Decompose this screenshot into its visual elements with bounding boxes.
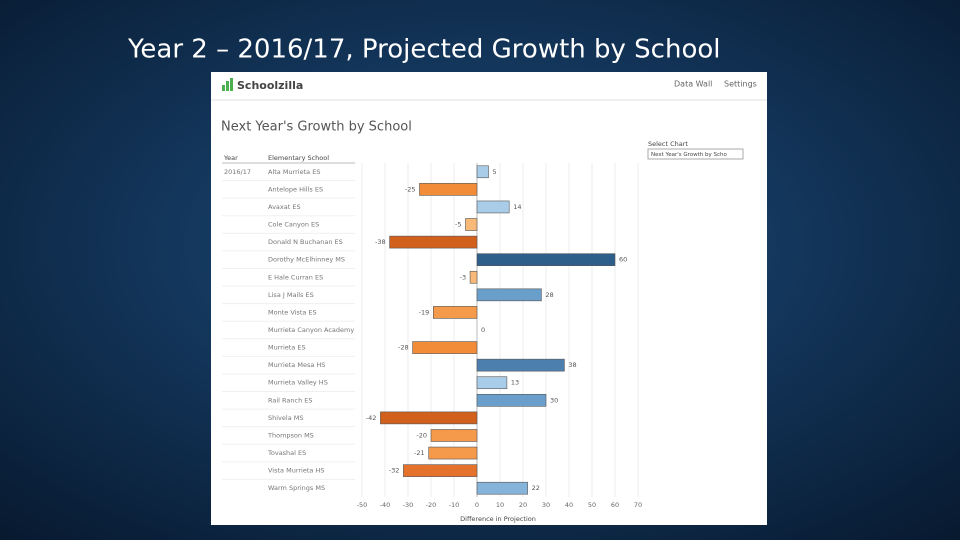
bar xyxy=(403,464,478,477)
year-label: 2016/17 xyxy=(224,168,251,176)
category-label: Cole Canyon ES xyxy=(268,221,319,229)
bar xyxy=(389,235,478,249)
column-header: Year xyxy=(223,154,238,162)
slide-title: Year 2 – 2016/17, Projected Growth by Sc… xyxy=(127,35,721,65)
bar xyxy=(380,411,478,425)
data-label: -38 xyxy=(375,238,386,246)
category-label: Rail Ranch ES xyxy=(268,396,313,404)
category-label: Warm Springs MS xyxy=(268,484,325,492)
x-tick-label: -10 xyxy=(449,501,460,509)
column-header: Elementary School xyxy=(268,154,329,162)
bar xyxy=(428,446,478,460)
x-tick-label: 20 xyxy=(519,501,527,509)
data-label: -28 xyxy=(398,344,409,352)
data-label: 28 xyxy=(545,291,553,299)
x-tick-label: 40 xyxy=(565,501,573,509)
x-tick-label: -40 xyxy=(380,501,391,509)
bar xyxy=(430,429,478,442)
data-label: -5 xyxy=(455,221,461,229)
data-label: -3 xyxy=(460,273,466,281)
data-label: 22 xyxy=(532,484,540,492)
category-label: Alta Murrieta ES xyxy=(268,168,320,176)
data-label: 38 xyxy=(568,361,576,369)
category-label: Antelope Hills ES xyxy=(268,185,323,193)
data-label: 5 xyxy=(493,168,497,176)
x-axis-label: Difference in Projection xyxy=(460,515,536,523)
category-label: Monte Vista ES xyxy=(268,308,317,316)
x-tick-label: 0 xyxy=(475,501,479,509)
category-label: E Hale Curran ES xyxy=(268,273,323,281)
bar xyxy=(419,183,478,196)
logo-icon xyxy=(222,78,233,91)
data-label: 14 xyxy=(513,203,521,211)
x-tick-label: 50 xyxy=(588,501,596,509)
select-label: Select Chart xyxy=(648,140,688,148)
x-tick-label: -30 xyxy=(403,501,414,509)
bar xyxy=(476,376,508,390)
bar xyxy=(465,218,478,231)
select-box[interactable] xyxy=(647,148,744,160)
category-label: Murrieta ES xyxy=(268,344,306,352)
chart-title: Next Year's Growth by School xyxy=(221,120,412,135)
x-tick-label: 70 xyxy=(634,501,642,509)
category-label: Lisa J Mails ES xyxy=(268,291,314,299)
bar xyxy=(469,270,478,284)
data-label: 60 xyxy=(619,256,627,264)
bar xyxy=(476,200,510,214)
data-label: -19 xyxy=(419,308,430,316)
bar xyxy=(476,288,542,302)
data-label: -21 xyxy=(414,449,425,457)
data-label: -42 xyxy=(366,414,377,422)
x-tick-label: 30 xyxy=(542,501,550,509)
category-label: Murrieta Mesa HS xyxy=(268,361,325,369)
category-label: Tovashal ES xyxy=(267,449,306,457)
bar xyxy=(476,253,616,266)
data-label: 13 xyxy=(511,379,519,387)
category-label: Avaxat ES xyxy=(268,203,301,211)
bar xyxy=(476,358,565,372)
x-tick-label: 60 xyxy=(611,501,619,509)
category-label: Donald N Buchanan ES xyxy=(268,238,343,246)
data-label: 0 xyxy=(481,326,485,334)
bar xyxy=(476,481,528,495)
select-value[interactable]: Next Year's Growth by Scho xyxy=(651,152,727,158)
category-label: Thompson MS xyxy=(267,431,314,439)
category-label: Murrieta Canyon Academy xyxy=(268,326,354,334)
x-tick-label: -20 xyxy=(426,501,437,509)
category-label: Shivela MS xyxy=(268,414,304,422)
bar xyxy=(476,394,547,407)
data-label: 30 xyxy=(550,396,558,404)
category-label: Dorothy McElhinney MS xyxy=(268,256,345,264)
x-tick-label: -50 xyxy=(357,501,368,509)
bar xyxy=(476,165,489,179)
bar xyxy=(432,306,478,319)
data-label: -20 xyxy=(416,431,427,439)
bar xyxy=(412,341,478,354)
nav-link[interactable]: Data Wall xyxy=(674,80,712,89)
data-label: -25 xyxy=(405,185,416,193)
logo: Schoolzilla xyxy=(237,79,303,92)
x-tick-label: 10 xyxy=(496,501,504,509)
nav-link[interactable]: Settings xyxy=(724,80,757,89)
category-label: Murrieta Valley HS xyxy=(268,379,328,387)
data-label: -32 xyxy=(389,467,400,475)
category-label: Vista Murrieta HS xyxy=(268,467,324,475)
